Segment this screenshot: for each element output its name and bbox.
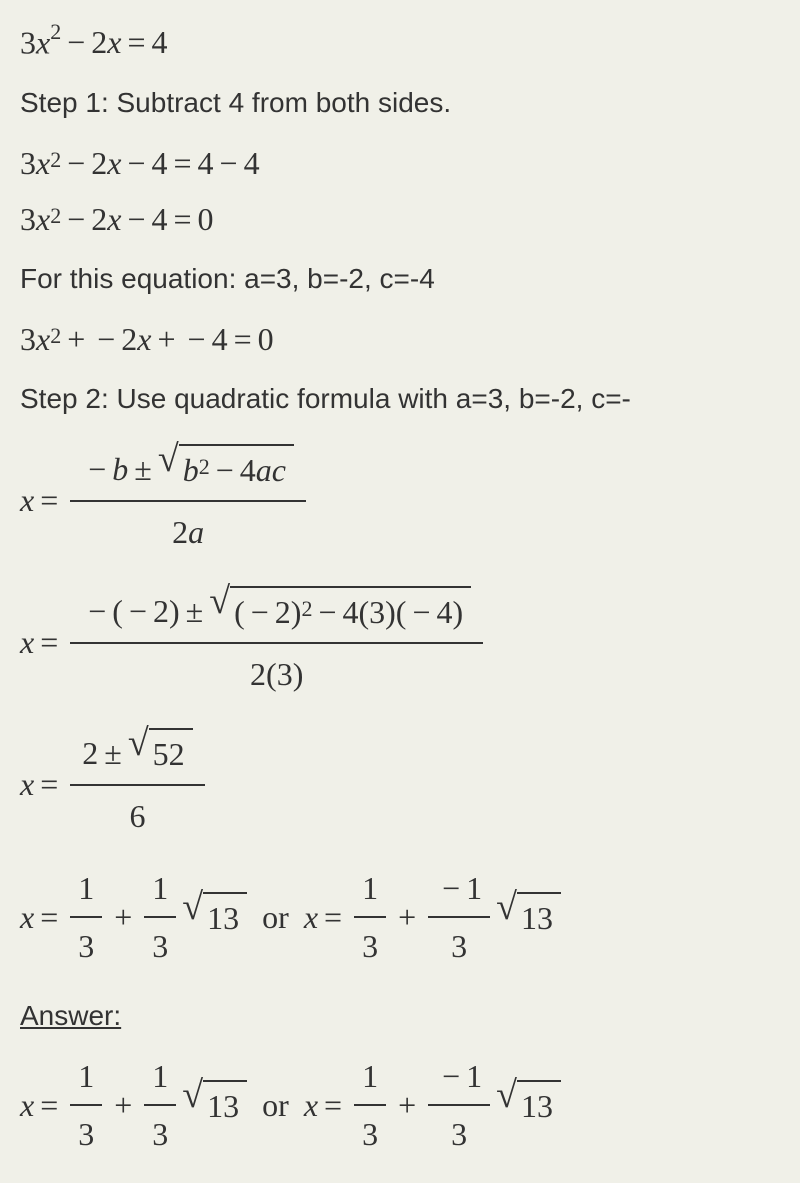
step1-label: Step 1: Subtract 4 from both sides.: [20, 82, 780, 124]
step1-line1: 3x2 −2x −4 =4 −4: [20, 139, 780, 187]
final-answer: x= 13 + 13 √13 or x= 13 + −13 √13: [20, 1052, 780, 1158]
rhs-4: 4: [152, 18, 168, 66]
expanded-equation: 3x2 +−2x +−4 =0: [20, 315, 780, 363]
step1-line2: 3x2 −2x −4 =0: [20, 195, 780, 243]
answer-label: Answer:: [20, 995, 780, 1037]
term-2x: 2x: [91, 18, 121, 66]
coefficients-text: For this equation: a=3, b=-2, c=-4: [20, 258, 780, 300]
minus-op: −: [67, 18, 85, 66]
quadratic-formula: x= −b± √ b2−4ac 2a: [20, 438, 780, 562]
solutions-line: x= 13 + 13 √13 or x= 13 + −13 √13: [20, 864, 780, 970]
original-equation: 3x2 − 2x = 4: [20, 18, 780, 67]
step2-label: Step 2: Use quadratic formula with a=3, …: [20, 378, 780, 420]
substituted-formula: x= −(−2) ± √ (−2)2 −4(3)(−4) 2(3): [20, 580, 780, 704]
simplified-formula: x= 2± √ 52 6: [20, 722, 780, 846]
equals-op: =: [127, 18, 145, 66]
term-3x2: 3x2: [20, 18, 61, 67]
